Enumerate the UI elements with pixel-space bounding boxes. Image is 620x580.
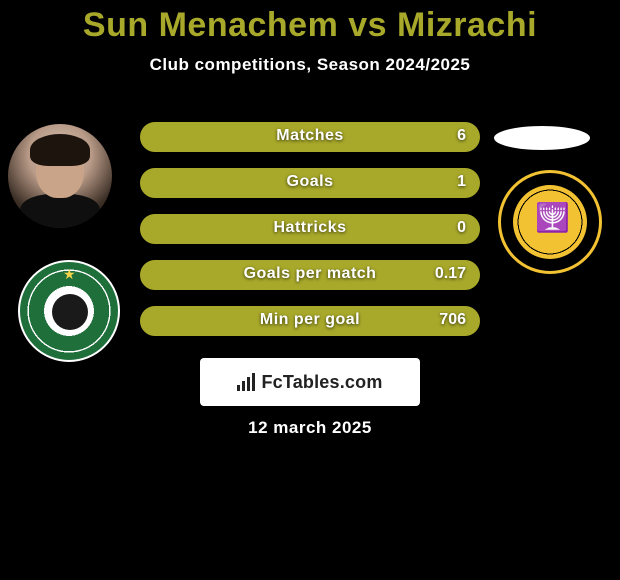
comparison-card: Sun Menachem vs Mizrachi Club competitio… bbox=[0, 0, 620, 580]
stat-label: Goals per match bbox=[140, 265, 480, 283]
stat-row: Matches 6 bbox=[140, 122, 480, 152]
club-right-crest: 🕎 bbox=[498, 170, 602, 274]
stat-row: Hattricks 0 bbox=[140, 214, 480, 244]
stat-value: 1 bbox=[457, 173, 466, 191]
stat-row: Min per goal 706 bbox=[140, 306, 480, 336]
source-logo-text: FcTables.com bbox=[261, 372, 382, 393]
generated-date: 12 march 2025 bbox=[0, 418, 620, 438]
stat-row: Goals 1 bbox=[140, 168, 480, 198]
stat-row: Goals per match 0.17 bbox=[140, 260, 480, 290]
player-left-avatar bbox=[8, 124, 112, 228]
club-left-crest: ★ bbox=[18, 260, 120, 362]
stat-label: Min per goal bbox=[140, 311, 480, 329]
stat-value: 0 bbox=[457, 219, 466, 237]
stats-panel: Matches 6 Goals 1 Hattricks 0 Goals per … bbox=[140, 122, 480, 352]
source-logo: FcTables.com bbox=[200, 358, 420, 406]
stat-value: 706 bbox=[439, 311, 466, 329]
menorah-icon: 🕎 bbox=[535, 201, 570, 234]
stat-value: 0.17 bbox=[435, 265, 466, 283]
player-right-avatar bbox=[494, 126, 590, 150]
page-title: Sun Menachem vs Mizrachi bbox=[0, 0, 620, 45]
star-icon: ★ bbox=[63, 266, 76, 283]
stat-label: Hattricks bbox=[140, 219, 480, 237]
stat-label: Matches bbox=[140, 127, 480, 145]
stat-value: 6 bbox=[457, 127, 466, 145]
page-subtitle: Club competitions, Season 2024/2025 bbox=[0, 55, 620, 75]
stat-label: Goals bbox=[140, 173, 480, 191]
bars-icon bbox=[237, 373, 255, 391]
